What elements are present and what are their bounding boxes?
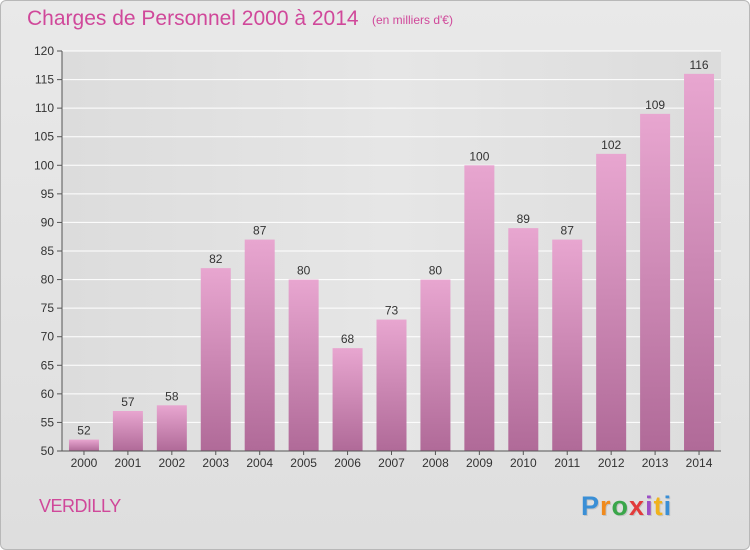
y-tick-label: 95 xyxy=(41,187,55,201)
bar-2008 xyxy=(420,279,451,451)
bar-2007 xyxy=(376,319,407,451)
y-tick-label: 100 xyxy=(34,158,54,172)
data-label-2007: 73 xyxy=(385,304,399,318)
x-tick-label: 2010 xyxy=(510,456,537,470)
bar-2003 xyxy=(200,268,231,451)
data-label-2002: 58 xyxy=(165,389,179,403)
x-tick-label: 2008 xyxy=(422,456,449,470)
bar-2002 xyxy=(156,405,187,451)
x-tick-label: 2000 xyxy=(71,456,98,470)
data-label-2013: 109 xyxy=(645,98,665,112)
x-tick-label: 2009 xyxy=(466,456,493,470)
y-tick-label: 115 xyxy=(35,73,54,87)
y-tick-label: 50 xyxy=(41,444,55,458)
logo-letter: i xyxy=(645,491,654,521)
x-tick-label: 2004 xyxy=(246,456,273,470)
commune-name: VERDILLY xyxy=(39,496,121,516)
x-tick-label: 2005 xyxy=(290,456,317,470)
data-label-2001: 57 xyxy=(121,395,135,409)
bar-2011 xyxy=(552,239,583,451)
y-tick-label: 90 xyxy=(41,215,55,229)
bar-2004 xyxy=(244,239,275,451)
logo-letter: x xyxy=(629,491,646,521)
bar-2014 xyxy=(684,73,715,451)
data-label-2011: 87 xyxy=(561,224,575,238)
data-label-2004: 87 xyxy=(253,224,267,238)
data-label-2008: 80 xyxy=(429,264,443,278)
x-tick-label: 2003 xyxy=(202,456,229,470)
x-tick-label: 2001 xyxy=(115,456,142,470)
data-label-2010: 89 xyxy=(517,212,531,226)
data-label-2009: 100 xyxy=(469,149,489,163)
data-label-2006: 68 xyxy=(341,332,355,346)
bar-2000 xyxy=(68,439,99,451)
bar-2012 xyxy=(596,153,627,451)
y-tick-label: 85 xyxy=(41,244,55,258)
y-tick-label: 120 xyxy=(34,44,54,58)
x-tick-label: 2011 xyxy=(554,456,580,470)
x-tick-label: 2014 xyxy=(686,456,713,470)
y-tick-label: 80 xyxy=(41,273,55,287)
x-tick-label: 2007 xyxy=(378,456,405,470)
logo-letter: r xyxy=(600,491,612,521)
data-label-2012: 102 xyxy=(601,138,621,152)
proxiti-logo: Proxiti xyxy=(581,491,672,522)
bar-2010 xyxy=(508,228,539,451)
y-tick-label: 65 xyxy=(41,358,55,372)
data-label-2005: 80 xyxy=(297,264,311,278)
y-tick-label: 55 xyxy=(41,415,55,429)
x-tick-label: 2012 xyxy=(598,456,625,470)
bar-2009 xyxy=(464,165,495,452)
x-tick-label: 2006 xyxy=(334,456,361,470)
logo-letter: o xyxy=(611,491,630,521)
bar-2005 xyxy=(288,279,319,451)
data-label-2014: 116 xyxy=(689,58,708,72)
logo-letter: P xyxy=(581,491,601,521)
logo-letter: i xyxy=(663,491,673,521)
bar-2001 xyxy=(112,411,143,451)
x-tick-label: 2013 xyxy=(642,456,669,470)
bar-2006 xyxy=(332,348,363,451)
x-tick-label: 2002 xyxy=(158,456,185,470)
y-tick-label: 70 xyxy=(41,330,55,344)
y-tick-label: 75 xyxy=(41,301,55,315)
chart-subtitle: (en milliers d'€) xyxy=(372,13,453,27)
logo-letter: t xyxy=(653,491,664,521)
data-label-2003: 82 xyxy=(209,252,223,266)
bar-2013 xyxy=(640,113,671,451)
chart-title: Charges de Personnel 2000 à 2014 xyxy=(27,7,359,30)
y-tick-label: 105 xyxy=(34,130,54,144)
y-tick-label: 110 xyxy=(35,101,54,115)
y-tick-label: 60 xyxy=(41,387,55,401)
data-label-2000: 52 xyxy=(77,424,91,438)
